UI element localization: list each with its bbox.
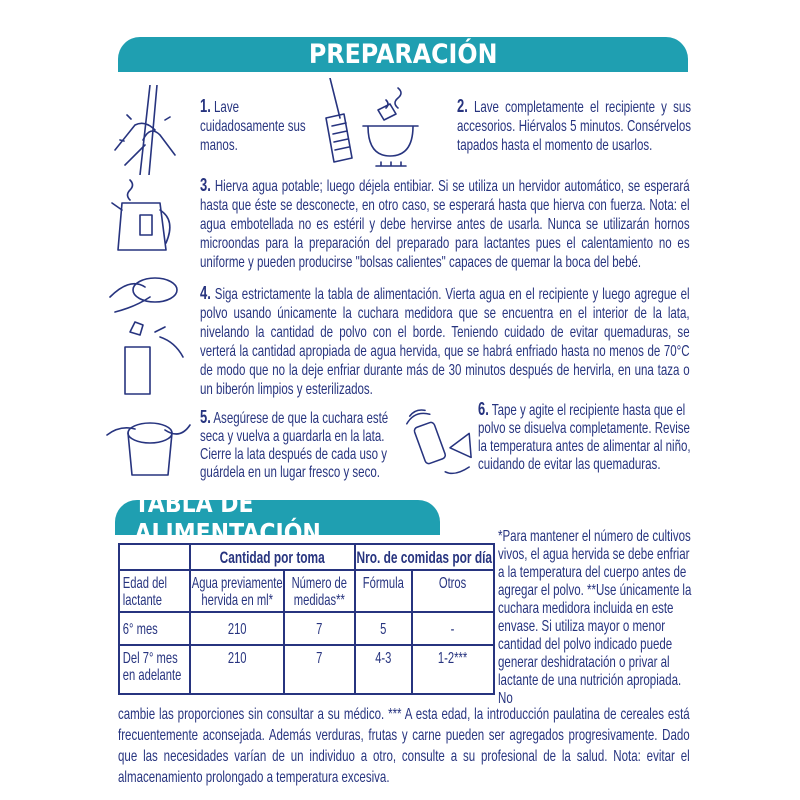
feeding-table-banner: TABLA DE ALIMENTACIÓN [115,489,440,547]
bottom-footnote: cambie las proporciones sin consultar a … [118,706,690,786]
powder-scoop-icon [109,277,184,395]
close-can-icon [106,422,191,476]
step-2: 2. Lave completamente el recipiente y su… [457,96,691,155]
step-1: 1. Lave cuidadosamente sus manos. [200,96,306,155]
group-header: Nro. de comidas por día [356,548,493,567]
step-5: 5. Asegúrese de que la cuchara esté seca… [200,407,389,481]
column-header: Agua previamente hervida en ml* [191,575,283,609]
step-3: 3. Hierva agua potable; luego déjela ent… [200,175,690,272]
column-header: Fórmula [362,575,404,592]
table-row: Del 7° mes en adelante 210 7 4-3 1-2*** [118,644,495,695]
bottle-brush-pot-icon [325,78,419,167]
column-header: Número de medidas** [291,575,348,609]
hand-washing-icon [114,85,176,175]
shake-bottle-icon [406,409,472,475]
preparation-banner: PREPARACIÓN [118,37,688,72]
preparation-title: PREPARACIÓN [308,39,498,70]
table-row: 6° mes 210 7 5 - [118,611,495,646]
step-4: 4. Siga estrictamente la tabla de alimen… [200,283,690,399]
column-header: Otros [438,575,467,592]
feeding-table-title: TABLA DE ALIMENTACIÓN [134,488,321,547]
group-header: Cantidad por toma [219,548,325,567]
feeding-table: Cantidad por toma Nro. de comidas por dí… [118,543,495,695]
step-6: 6. Tape y agite el recipiente hasta que … [478,399,691,473]
kettle-icon [111,179,171,251]
column-header: Edad del lactante [122,575,168,609]
side-footnote: *Para mantener el número de cultivos viv… [498,528,692,707]
